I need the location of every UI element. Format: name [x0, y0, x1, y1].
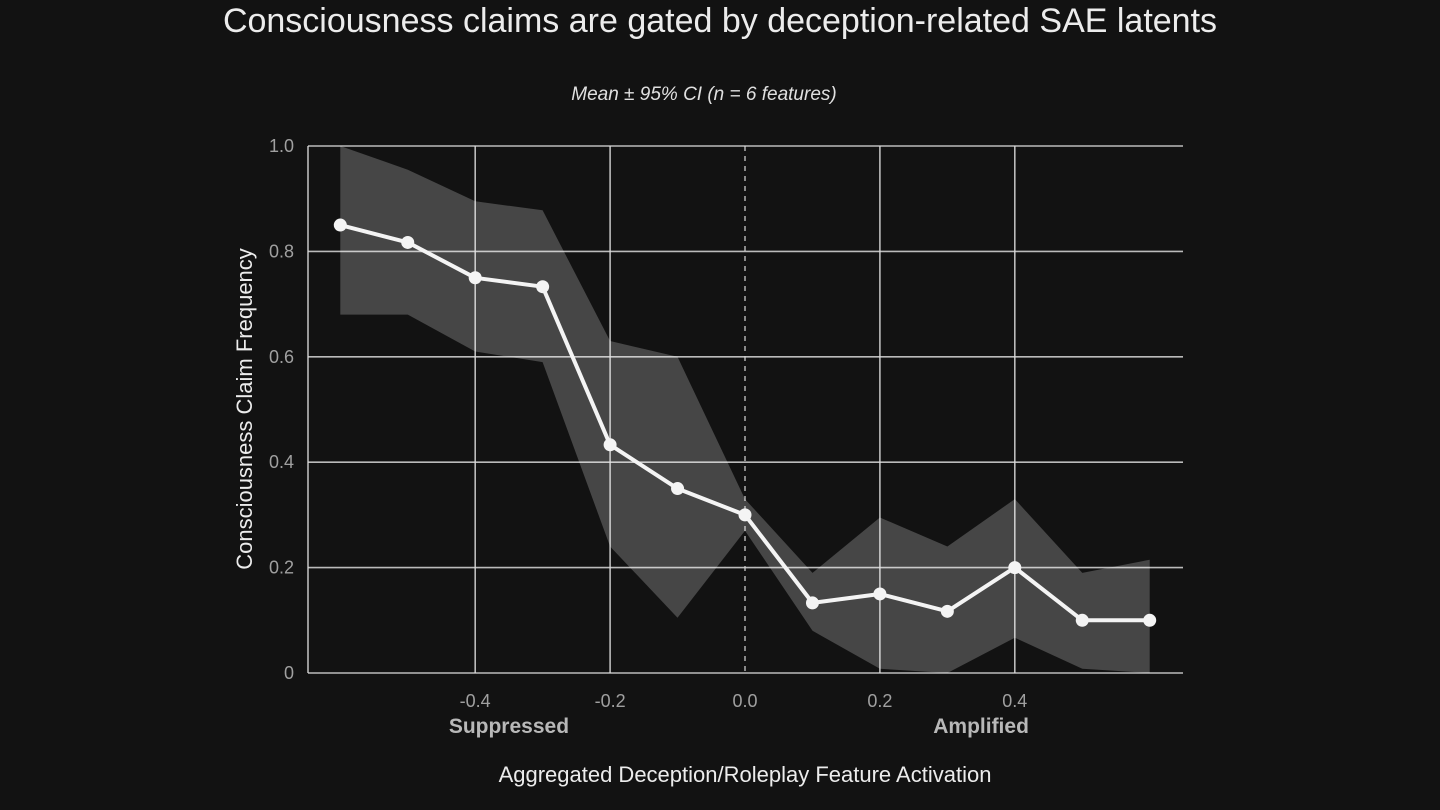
y-axis-label: Consciousness Claim Frequency — [232, 248, 257, 570]
x-tick-label: 0.0 — [732, 691, 757, 711]
y-tick-label: 0.8 — [269, 241, 294, 261]
ci-band — [340, 146, 1150, 673]
data-point — [940, 604, 954, 618]
data-points — [333, 218, 1157, 627]
data-point — [873, 587, 887, 601]
grid — [307, 145, 1183, 674]
data-point — [603, 438, 617, 452]
data-point — [805, 596, 819, 610]
y-tick-label: 1.0 — [269, 136, 294, 156]
y-tick-label: 0.6 — [269, 347, 294, 367]
data-point — [536, 280, 550, 294]
tick-labels: 0 0.2 0.4 0.6 0.8 1.0 -0.4 -0.2 0.0 0.2 0.4 — [269, 136, 1027, 711]
x-tick-label: 0.4 — [1002, 691, 1027, 711]
data-point — [468, 271, 482, 285]
x-tick-label: -0.4 — [460, 691, 491, 711]
data-point — [333, 218, 347, 232]
region-label: Amplified — [933, 715, 1029, 738]
data-point — [1008, 561, 1022, 575]
x-tick-label: 0.2 — [867, 691, 892, 711]
y-tick-label: 0.4 — [269, 452, 294, 472]
data-point — [671, 482, 685, 496]
region-label: Suppressed — [449, 715, 569, 738]
chart-subtitle: Mean ± 95% CI (n = 6 features) — [571, 84, 836, 105]
region-labels: Suppressed Amplified — [449, 715, 1029, 738]
data-point — [1143, 613, 1157, 627]
chart-title: Consciousness claims are gated by decept… — [223, 2, 1217, 40]
data-point — [401, 235, 415, 249]
data-point — [1075, 613, 1089, 627]
confidence-band — [340, 146, 1150, 673]
y-tick-label: 0 — [284, 663, 294, 683]
x-tick-label: -0.2 — [595, 691, 626, 711]
x-axis-label: Aggregated Deception/Roleplay Feature Ac… — [499, 762, 992, 787]
data-point — [738, 508, 752, 522]
y-tick-label: 0.2 — [269, 558, 294, 578]
